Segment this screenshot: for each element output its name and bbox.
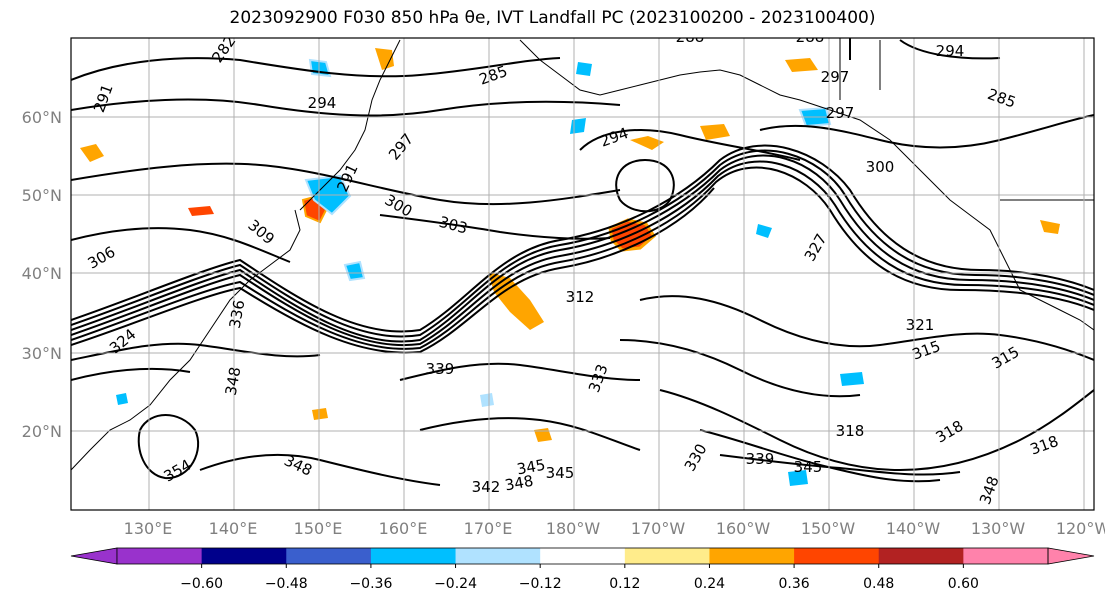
map-title: 2023092900 F030 850 hPa θe, IVT Landfall… [229, 8, 876, 28]
colorbar-label: −0.60 [180, 576, 223, 592]
colorbar-label: 0.24 [694, 576, 725, 592]
lon-label: 130°E [124, 519, 173, 538]
lon-label: 150°W [801, 519, 856, 538]
colorbar-label: 0.60 [948, 576, 979, 592]
contour-label: 342 [472, 478, 501, 496]
colorbar-label: 0.36 [779, 576, 810, 592]
contour-label: 321 [906, 316, 935, 334]
colorbar-label: 0.48 [863, 576, 894, 592]
colorbar-segment [709, 548, 795, 564]
lat-label: 30°N [22, 344, 62, 363]
lon-label: 180°W [546, 519, 601, 538]
colorbar [70, 547, 1095, 565]
contour-label: 339 [426, 360, 455, 378]
contour-label: 348 [503, 472, 534, 495]
colorbar-segment [201, 548, 287, 564]
colorbar-extend-min [70, 547, 118, 565]
contour-label: 294 [936, 42, 965, 60]
contour-label: 288 [676, 28, 705, 46]
lat-label: 40°N [22, 264, 62, 283]
colorbar-segment [624, 548, 710, 564]
colorbar-segment [370, 548, 457, 564]
colorbar-segment [117, 548, 203, 564]
lon-label: 120°W [1056, 519, 1105, 538]
lon-label: 160°W [716, 519, 771, 538]
colorbar-segment [963, 548, 1049, 564]
contour-label: 297 [826, 104, 855, 122]
colorbar-label: 0.12 [609, 576, 640, 592]
contour-label: 345 [794, 458, 823, 476]
contour-label: 348 [222, 365, 245, 396]
theta-e-contours [71, 38, 1094, 486]
colorbar-extend-max [1047, 547, 1095, 565]
lon-label: 170°E [464, 519, 513, 538]
colorbar-segment [540, 548, 626, 564]
colorbar-label: −0.12 [519, 576, 562, 592]
contour-label: 294 [308, 94, 337, 112]
lat-label: 50°N [22, 186, 62, 205]
contour-label: 288 [796, 28, 825, 46]
colorbar-tick-labels: −0.60 −0.48 −0.36 −0.24 −0.12 0.12 0.24 0.36 0.4… [180, 564, 979, 592]
lon-label: 150°E [294, 519, 343, 538]
graticule [71, 38, 1094, 510]
lon-label: 130°W [971, 519, 1026, 538]
contour-label: 300 [866, 158, 895, 176]
lon-label: 170°W [631, 519, 686, 538]
colorbar-segment [794, 548, 880, 564]
latitude-labels: 60°N 50°N 40°N 30°N 20°N [22, 108, 62, 441]
colorbar-segment [455, 548, 541, 564]
contour-label: 345 [515, 456, 546, 479]
contour-label: 339 [746, 450, 775, 468]
colorbar-label: −0.48 [265, 576, 308, 592]
colorbar-label: −0.24 [434, 576, 477, 592]
colorbar-segment [286, 548, 372, 564]
lat-label: 20°N [22, 422, 62, 441]
lon-label: 140°W [886, 519, 941, 538]
longitude-labels: 130°E 140°E 150°E 160°E 170°E 180°W 170°W 160°W… [124, 519, 1105, 538]
contour-label: 345 [546, 464, 575, 482]
lon-label: 140°E [209, 519, 258, 538]
colorbar-segment [878, 548, 964, 564]
contour-label: 336 [226, 298, 249, 329]
lon-label: 160°E [379, 519, 428, 538]
lat-label: 60°N [22, 108, 62, 127]
colorbar-frame [116, 547, 1049, 565]
contour-label: 318 [836, 422, 865, 440]
contour-label: 297 [821, 68, 850, 86]
contour-label: 312 [566, 288, 595, 306]
colorbar-label: −0.36 [349, 576, 392, 592]
map-frame [70, 37, 1095, 511]
